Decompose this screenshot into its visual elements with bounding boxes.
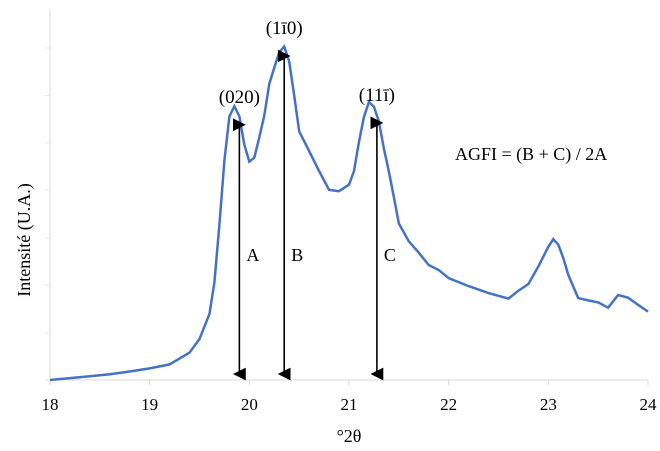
arrow-label: A [246,245,259,265]
peak-label: (1ī0) [266,18,303,39]
peak-label: (11ī) [359,85,395,106]
y-tick-group [45,47,50,381]
x-tick-label: 20 [241,395,258,414]
x-tick-label: 24 [640,395,658,414]
agfi-formula: AGFI = (B + C) / 2A [455,144,607,165]
arrow-group: A B C [232,49,396,381]
arrow-label: C [384,245,396,265]
x-tick-label: 21 [341,395,358,414]
peak-label: (020) [219,87,260,108]
series-line [49,43,649,382]
x-tick-label: 19 [141,395,158,414]
x-tick-group: 18 19 20 21 22 23 24 [42,380,658,414]
arrow-label: B [291,245,303,265]
peak-label-group: (020) (1ī0) (11ī) [219,18,395,108]
x-tick-label: 23 [540,395,557,414]
x-axis-title: °2θ [337,426,362,446]
y-axis-title: Intensité (U.A.) [14,183,35,296]
x-tick-label: 18 [42,395,59,414]
x-tick-label: 22 [440,395,457,414]
